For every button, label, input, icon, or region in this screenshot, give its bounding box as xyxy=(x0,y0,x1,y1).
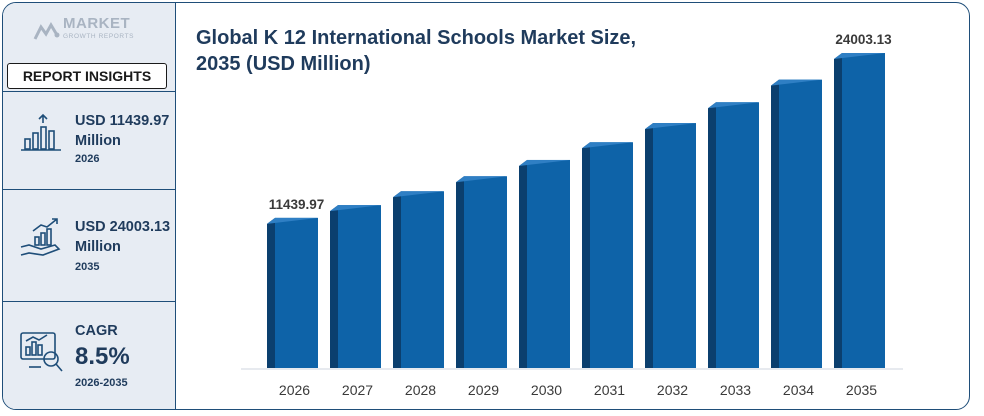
x-tick-label: 2033 xyxy=(720,382,751,398)
bar-side xyxy=(519,159,527,368)
bar-side xyxy=(393,191,401,368)
x-tick-label: 2031 xyxy=(594,382,625,398)
bar-top xyxy=(771,79,822,86)
bar-top xyxy=(519,159,570,166)
x-tick-label: 2026 xyxy=(279,382,310,398)
chart-title-line2: 2035 (USD Million) xyxy=(196,53,371,75)
sidebar-divider xyxy=(3,189,175,190)
card-year: 2035 xyxy=(75,261,100,273)
x-tick-label: 2027 xyxy=(342,382,373,398)
bar-top xyxy=(708,102,759,109)
bar-chart: 2026 11439.97 2027 2028 2029 2030 2031 2032 2033… xyxy=(241,32,903,398)
bar-top xyxy=(393,191,444,198)
card-year: 2026 xyxy=(75,153,100,165)
bar xyxy=(527,159,570,368)
bar-top xyxy=(582,142,633,149)
bar-side xyxy=(330,205,338,368)
bar-top xyxy=(456,176,507,183)
bar-side xyxy=(771,79,779,369)
card-period: 2026-2035 xyxy=(75,377,128,389)
x-tick-label: 2030 xyxy=(531,382,562,398)
bar-side xyxy=(456,176,464,368)
card-label: CAGR xyxy=(75,323,118,339)
bar-side xyxy=(645,123,653,368)
bar-side xyxy=(267,217,275,368)
x-tick-label: 2028 xyxy=(405,382,436,398)
sidebar-divider xyxy=(3,91,175,92)
insights-sidebar: MARKET GROWTH REPORTS REPORT INSIGHTS US… xyxy=(3,3,176,409)
bar-top xyxy=(330,205,381,212)
cagr-value: 8.5% xyxy=(75,343,130,370)
bar xyxy=(464,176,507,368)
bar xyxy=(590,142,633,368)
x-tick-label: 2034 xyxy=(783,382,814,398)
insight-card-cagr: CAGR 8.5% 2026-2035 xyxy=(3,301,175,409)
report-frame: MARKET GROWTH REPORTS REPORT INSIGHTS US… xyxy=(2,2,970,410)
bar-top xyxy=(834,53,885,59)
brand-tagline: GROWTH REPORTS xyxy=(63,33,135,40)
bar xyxy=(779,79,822,369)
insight-card-2035: USD 24003.13 Million 2035 xyxy=(3,189,175,301)
bar xyxy=(338,205,381,368)
analytics-icon xyxy=(20,332,63,372)
bar-top xyxy=(267,217,318,224)
bar-top xyxy=(645,123,696,130)
brand-logo: MARKET GROWTH REPORTS xyxy=(33,15,163,49)
brand-name: MARKET xyxy=(63,15,131,32)
data-label: 11439.97 xyxy=(269,197,325,212)
bar-side xyxy=(708,102,716,368)
bar xyxy=(275,217,318,368)
report-insights-tag: REPORT INSIGHTS xyxy=(7,63,167,89)
x-tick-label: 2029 xyxy=(468,382,499,398)
bar xyxy=(716,102,759,368)
bar-side xyxy=(582,142,590,368)
chart-title: Global K 12 International Schools Market… xyxy=(196,25,716,77)
chart-title-line1: Global K 12 International Schools Market… xyxy=(196,27,637,49)
x-tick-label: 2032 xyxy=(657,382,688,398)
card-unit: Million xyxy=(75,239,121,255)
card-value: USD 11439.97 xyxy=(75,113,170,129)
bar xyxy=(401,191,444,368)
bar xyxy=(653,123,696,368)
card-value: USD 24003.13 xyxy=(75,219,171,235)
hand-growth-icon xyxy=(20,218,61,256)
data-label: 24003.13 xyxy=(835,32,892,47)
card-unit: Million xyxy=(75,133,121,149)
bar xyxy=(842,53,885,368)
insight-card-2026: USD 11439.97 Million 2026 xyxy=(3,91,175,189)
logo-mark-icon xyxy=(33,22,60,40)
sidebar-divider xyxy=(3,301,175,302)
bar-growth-icon xyxy=(21,113,61,151)
bar-side xyxy=(834,53,842,368)
x-tick-label: 2035 xyxy=(846,382,877,398)
